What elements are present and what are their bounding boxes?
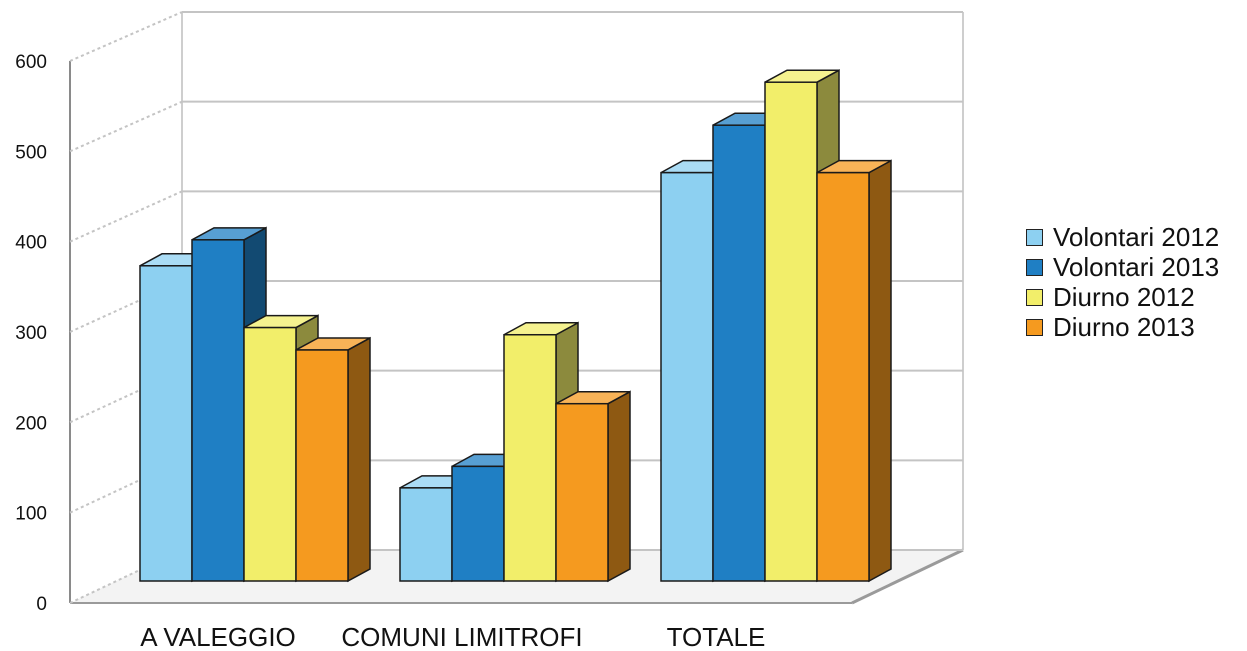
bar-front bbox=[764, 81, 818, 582]
bar-front bbox=[451, 465, 505, 582]
legend-item: Volontari 2012 bbox=[1026, 222, 1219, 252]
bar-side bbox=[607, 390, 631, 583]
y-tick-label: 300 bbox=[15, 323, 47, 344]
legend-item: Diurno 2013 bbox=[1026, 312, 1219, 342]
bar-front bbox=[660, 171, 714, 582]
bar-front bbox=[295, 349, 349, 582]
y-tick-label: 400 bbox=[15, 233, 47, 254]
bar-front bbox=[712, 124, 766, 582]
legend-swatch bbox=[1026, 288, 1043, 306]
x-tick-label: COMUNI LIMITROFI bbox=[341, 622, 582, 651]
legend-swatch bbox=[1026, 258, 1043, 276]
bar bbox=[295, 336, 371, 583]
bar-side bbox=[347, 336, 371, 583]
bar-front bbox=[243, 326, 297, 582]
gridline-diagonal bbox=[69, 11, 183, 62]
bar bbox=[191, 226, 267, 583]
gridline-diagonal bbox=[69, 100, 183, 153]
bar-front bbox=[503, 333, 557, 582]
legend-item: Volontari 2013 bbox=[1026, 252, 1219, 282]
bar-front bbox=[816, 171, 870, 582]
floor-right-edge bbox=[851, 548, 964, 605]
bar-front bbox=[139, 265, 193, 582]
x-tick-label: TOTALE bbox=[667, 622, 766, 651]
legend-label: Volontari 2013 bbox=[1053, 252, 1220, 282]
bar bbox=[555, 390, 631, 583]
legend-label: Diurno 2013 bbox=[1053, 312, 1195, 342]
bars bbox=[139, 68, 892, 583]
gridline-diagonal bbox=[69, 190, 183, 243]
bar bbox=[816, 159, 892, 583]
y-tick-label: 100 bbox=[15, 504, 47, 525]
x-tick-label: A VALEGGIO bbox=[140, 622, 296, 651]
legend-label: Diurno 2012 bbox=[1053, 282, 1195, 312]
legend: Volontari 2012 Volontari 2013 Diurno 201… bbox=[1026, 222, 1219, 342]
y-tick-label: 200 bbox=[15, 413, 47, 434]
y-axis: 0 100 200 300 400 500 600 bbox=[15, 52, 47, 615]
bar-front bbox=[191, 239, 245, 582]
y-tick-label: 0 bbox=[36, 594, 47, 615]
legend-swatch bbox=[1026, 318, 1043, 336]
y-tick-label: 600 bbox=[15, 52, 47, 73]
x-axis: A VALEGGIO COMUNI LIMITROFI TOTALE bbox=[140, 622, 765, 651]
bar-front bbox=[399, 487, 453, 582]
legend-swatch bbox=[1026, 228, 1043, 246]
y-tick-label: 500 bbox=[15, 142, 47, 163]
legend-label: Volontari 2012 bbox=[1053, 222, 1220, 252]
bar-side bbox=[868, 159, 892, 583]
bar-front bbox=[555, 402, 609, 582]
legend-item: Diurno 2012 bbox=[1026, 282, 1219, 312]
